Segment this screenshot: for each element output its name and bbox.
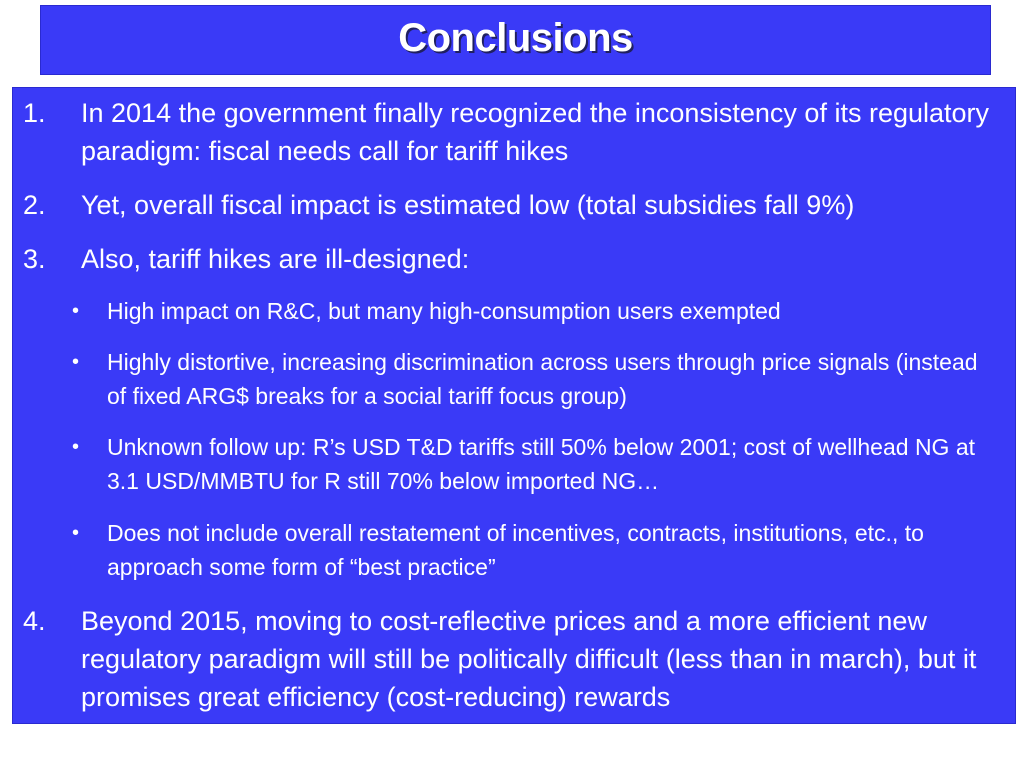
item-number: 2.	[23, 190, 46, 220]
bullet-glyph: •	[72, 522, 80, 544]
item-number: 1.	[23, 98, 46, 128]
item-text: Yet, overall fiscal impact is estimated …	[81, 190, 855, 220]
bullet-text: Unknown follow up: R’s USD T&D tariffs s…	[107, 434, 976, 494]
title-banner: Conclusions	[40, 5, 991, 75]
bullet-text: Highly distortive, increasing discrimina…	[107, 349, 978, 409]
bullet-text: Does not include overall restatement of …	[107, 520, 924, 580]
bullet-text: High impact on R&C, but many high-consum…	[107, 298, 781, 324]
content-panel: 1. In 2014 the government finally recogn…	[12, 87, 1016, 724]
bullet-glyph: •	[72, 436, 80, 458]
bullet-glyph: •	[72, 300, 80, 322]
item-text: In 2014 the government finally recognize…	[81, 98, 990, 166]
item-text: Also, tariff hikes are ill-designed:	[81, 244, 470, 274]
slide-title: Conclusions	[398, 15, 633, 60]
item-number: 4.	[23, 606, 46, 636]
bullet-glyph: •	[72, 351, 80, 373]
item-text: Beyond 2015, moving to cost-reflective p…	[81, 606, 977, 712]
item-number: 3.	[23, 244, 46, 274]
